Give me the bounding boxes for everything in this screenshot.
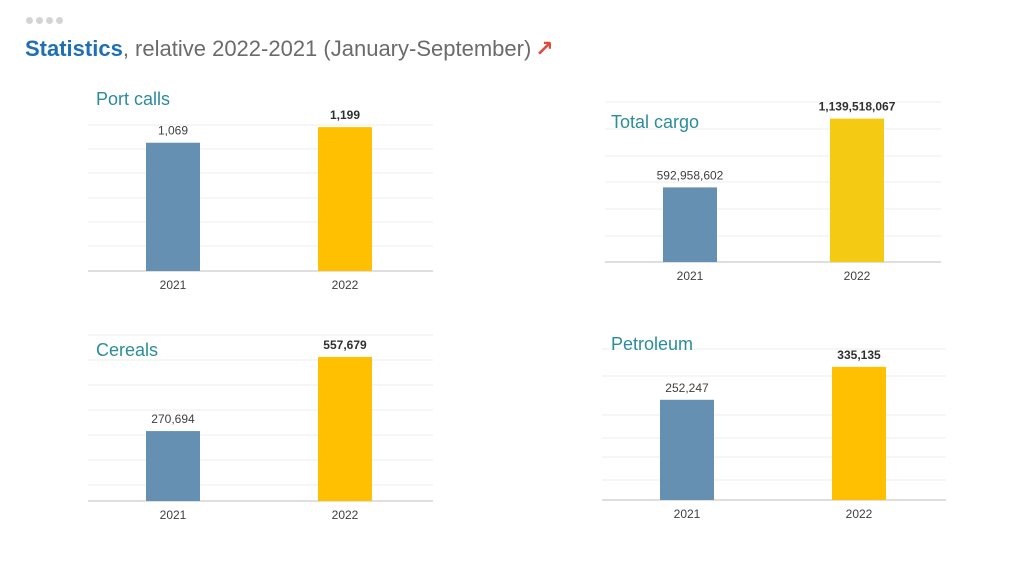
bar-total-cargo-2022 — [830, 118, 884, 262]
x-tick-label: 2022 — [332, 278, 359, 292]
x-tick-label: 2022 — [844, 269, 871, 283]
trend-up-arrow-icon: ↗ — [535, 36, 554, 61]
x-tick-label: 2022 — [846, 507, 873, 521]
data-label: 592,958,602 — [657, 168, 724, 182]
bar-port-calls-2021 — [146, 142, 200, 271]
dot — [36, 17, 43, 24]
data-label: 1,199 — [330, 108, 360, 122]
page-title: Statistics, relative 2022-2021 (January-… — [25, 36, 554, 62]
bar-total-cargo-2021 — [663, 187, 717, 262]
data-label: 252,247 — [665, 381, 709, 395]
page-title-strong: Statistics — [25, 36, 123, 61]
x-tick-label: 2021 — [160, 278, 187, 292]
chart-petroleum: Petroleum 252,247 2021 335,135 2022 — [602, 334, 946, 521]
dot — [56, 17, 63, 24]
data-label: 270,694 — [151, 412, 195, 426]
chart-title: Port calls — [96, 89, 170, 109]
page-title-rest: , relative 2022-2021 (January-September) — [122, 36, 532, 61]
decorative-dots — [26, 17, 63, 24]
chart-title: Total cargo — [611, 112, 699, 132]
x-tick-label: 2021 — [160, 508, 187, 522]
data-label: 1,139,518,067 — [819, 100, 896, 114]
bar-cereals-2022 — [318, 356, 372, 501]
chart-title: Cereals — [96, 340, 158, 360]
data-label: 335,135 — [837, 348, 881, 362]
dot — [26, 17, 33, 24]
chart-title: Petroleum — [611, 334, 693, 354]
data-label: 1,069 — [158, 124, 188, 138]
chart-cereals: Cereals 270,694 2021 557,679 2022 — [88, 334, 433, 522]
bar-petroleum-2021 — [660, 399, 714, 500]
x-tick-label: 2022 — [332, 508, 359, 522]
chart-total-cargo: Total cargo 592,958,602 2021 1,139,518,067 2… — [605, 100, 941, 283]
data-label: 557,679 — [323, 338, 367, 352]
chart-port-calls: Port calls 1,069 2021 1,199 2022 — [88, 89, 433, 292]
x-tick-label: 2021 — [674, 507, 701, 521]
bar-port-calls-2022 — [318, 127, 372, 271]
dot — [46, 17, 53, 24]
bar-cereals-2021 — [146, 431, 200, 501]
x-tick-label: 2021 — [677, 269, 704, 283]
bar-petroleum-2022 — [832, 366, 886, 500]
